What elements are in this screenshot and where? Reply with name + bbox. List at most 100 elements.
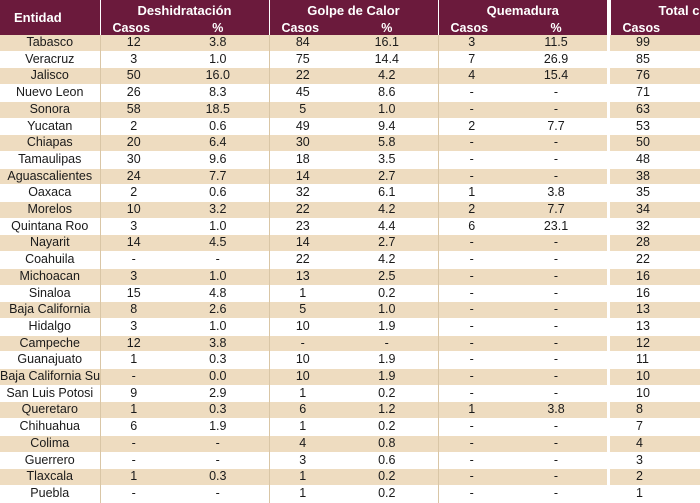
total-casos-cell: 76	[610, 67, 700, 85]
quemadura-pct-cell: -	[505, 435, 608, 453]
column-gap	[607, 168, 611, 185]
column-gap	[607, 368, 611, 386]
entidad-cell: Guerrero	[0, 452, 100, 469]
golpe-pct-cell: 3.5	[336, 151, 439, 169]
golpe-pct-header: %	[336, 21, 439, 35]
total-casos-cell: 13	[610, 318, 700, 336]
deshidratacion-pct-cell: 9.6	[167, 151, 270, 169]
table-row: Queretaro 1 0.3 6 1.2 1 3.8 8	[0, 401, 700, 419]
golpe-casos-cell: 10	[268, 318, 337, 336]
column-gap	[607, 452, 611, 469]
deshidratacion-pct-cell: -	[167, 452, 270, 469]
column-gap	[607, 285, 611, 302]
deshidratacion-pct-cell: 1.0	[167, 318, 270, 336]
deshidratacion-casos-cell: 2	[99, 118, 167, 135]
quemadura-pct-cell: -	[505, 335, 608, 352]
total-casos-cell: 53	[610, 118, 700, 135]
total-casos-cell: 10	[610, 368, 700, 386]
quemadura-casos-cell: -	[437, 351, 506, 369]
quemadura-casos-cell: 1	[437, 184, 506, 202]
deshidratacion-casos-cell: 3	[99, 318, 167, 336]
entidad-cell: Yucatan	[0, 118, 100, 135]
quemadura-pct-cell: -	[505, 452, 608, 469]
total-casos-cell: 32	[610, 218, 700, 235]
quemadura-casos-cell: 1	[437, 401, 506, 419]
golpe-casos-cell: 5	[268, 301, 337, 319]
deshidratacion-pct-cell: -	[167, 485, 270, 503]
table-row: Oaxaca 2 0.6 32 6.1 1 3.8 35	[0, 184, 700, 202]
column-gap	[607, 0, 611, 35]
column-gap	[607, 35, 611, 52]
deshidratacion-casos-cell: 30	[99, 151, 167, 169]
entidad-cell: Michoacan	[0, 268, 100, 286]
table-row: Guanajuato 1 0.3 10 1.9- -11	[0, 351, 700, 369]
quemadura-casos-cell: -	[437, 151, 506, 169]
total-casos-cell: 35	[610, 184, 700, 202]
entidad-cell: Chihuahua	[0, 418, 100, 436]
column-gap	[607, 84, 611, 102]
column-gap	[607, 101, 611, 119]
quemadura-pct-cell: 7.7	[505, 118, 608, 135]
quemadura-casos-cell: -	[437, 385, 506, 402]
quemadura-casos-cell: -	[437, 368, 506, 386]
column-gap	[607, 151, 611, 169]
golpe-casos-cell: 84	[268, 35, 337, 52]
column-gap	[607, 51, 611, 68]
golpe-pct-cell: 16.1	[336, 35, 439, 52]
total-casos-cell: 85	[610, 51, 700, 68]
quemadura-pct-cell: 15.4	[505, 67, 608, 85]
quemadura-casos-cell: -	[437, 268, 506, 286]
quemadura-pct-cell: 11.5	[505, 35, 608, 52]
golpe-casos-cell: 3	[268, 452, 337, 469]
deshidratacion-pct-cell: 7.7	[167, 168, 270, 185]
deshidratacion-casos-cell: 24	[99, 168, 167, 185]
golpe-casos-cell: 30	[268, 134, 337, 152]
golpe-pct-cell: 5.8	[336, 134, 439, 152]
quemadura-casos-cell: -	[437, 485, 506, 503]
golpe-pct-cell: 1.9	[336, 318, 439, 336]
golpe-casos-cell: 45	[268, 84, 337, 102]
table-row: Colima - -4 0.8- -4	[0, 435, 700, 453]
quemadura-pct-cell: -	[505, 251, 608, 269]
golpe-pct-cell: 0.6	[336, 452, 439, 469]
entidad-cell: Puebla	[0, 485, 100, 503]
deshidratacion-casos-cell: 3	[99, 51, 167, 68]
golpe-casos-cell: 10	[268, 351, 337, 369]
deshidratacion-pct-cell: 0.6	[167, 118, 270, 135]
quemadura-casos-cell: -	[437, 101, 506, 119]
golpe-pct-cell: 1.0	[336, 301, 439, 319]
total-casos-cell: 50	[610, 134, 700, 152]
entidad-cell: Tamaulipas	[0, 151, 100, 169]
entidad-cell: Aguascalientes	[0, 168, 100, 185]
quemadura-casos-cell: -	[437, 84, 506, 102]
deshidratacion-casos-cell: 6	[99, 418, 167, 436]
entidad-cell: Jalisco	[0, 67, 100, 85]
quemadura-pct-cell: -	[505, 101, 608, 119]
total-casos-cell: 10	[610, 385, 700, 402]
deshidratacion-header: Deshidratación	[99, 0, 270, 21]
table-row: Yucatan 2 0.6 49 9.4 2 7.7 53	[0, 118, 700, 135]
golpe-casos-cell: 10	[268, 368, 337, 386]
quemadura-casos-cell: -	[437, 452, 506, 469]
column-gap	[607, 401, 611, 419]
deshidratacion-pct-cell: 0.3	[167, 468, 270, 486]
entidad-header: Entidad	[0, 0, 100, 35]
column-gap	[607, 468, 611, 486]
total-header: Total c	[609, 0, 700, 21]
total-casos-cell: 8	[610, 401, 700, 419]
column-gap	[607, 301, 611, 319]
deshidratacion-casos-cell: 10	[99, 201, 167, 219]
table-row: Jalisco 50 16.0 22 4.2 4 15.4 76	[0, 67, 700, 85]
entidad-cell: Morelos	[0, 201, 100, 219]
total-casos-cell: 22	[610, 251, 700, 269]
table-row: Veracruz 3 1.0 75 14.4 7 26.9 85	[0, 51, 700, 68]
table-body: Tabasco 12 3.8 84 16.1 3 11.5 99 Veracruz 3 1.0 75 1…	[0, 35, 700, 503]
quemadura-pct-cell: -	[505, 301, 608, 319]
golpe-de-calor-header: Golpe de Calor	[268, 0, 439, 21]
quemadura-pct-cell: -	[505, 84, 608, 102]
golpe-pct-cell: 2.5	[336, 268, 439, 286]
golpe-pct-cell: 0.2	[336, 485, 439, 503]
golpe-pct-cell: 4.2	[336, 201, 439, 219]
entidad-cell: Sonora	[0, 101, 100, 119]
deshidratacion-pct-cell: 2.9	[167, 385, 270, 402]
